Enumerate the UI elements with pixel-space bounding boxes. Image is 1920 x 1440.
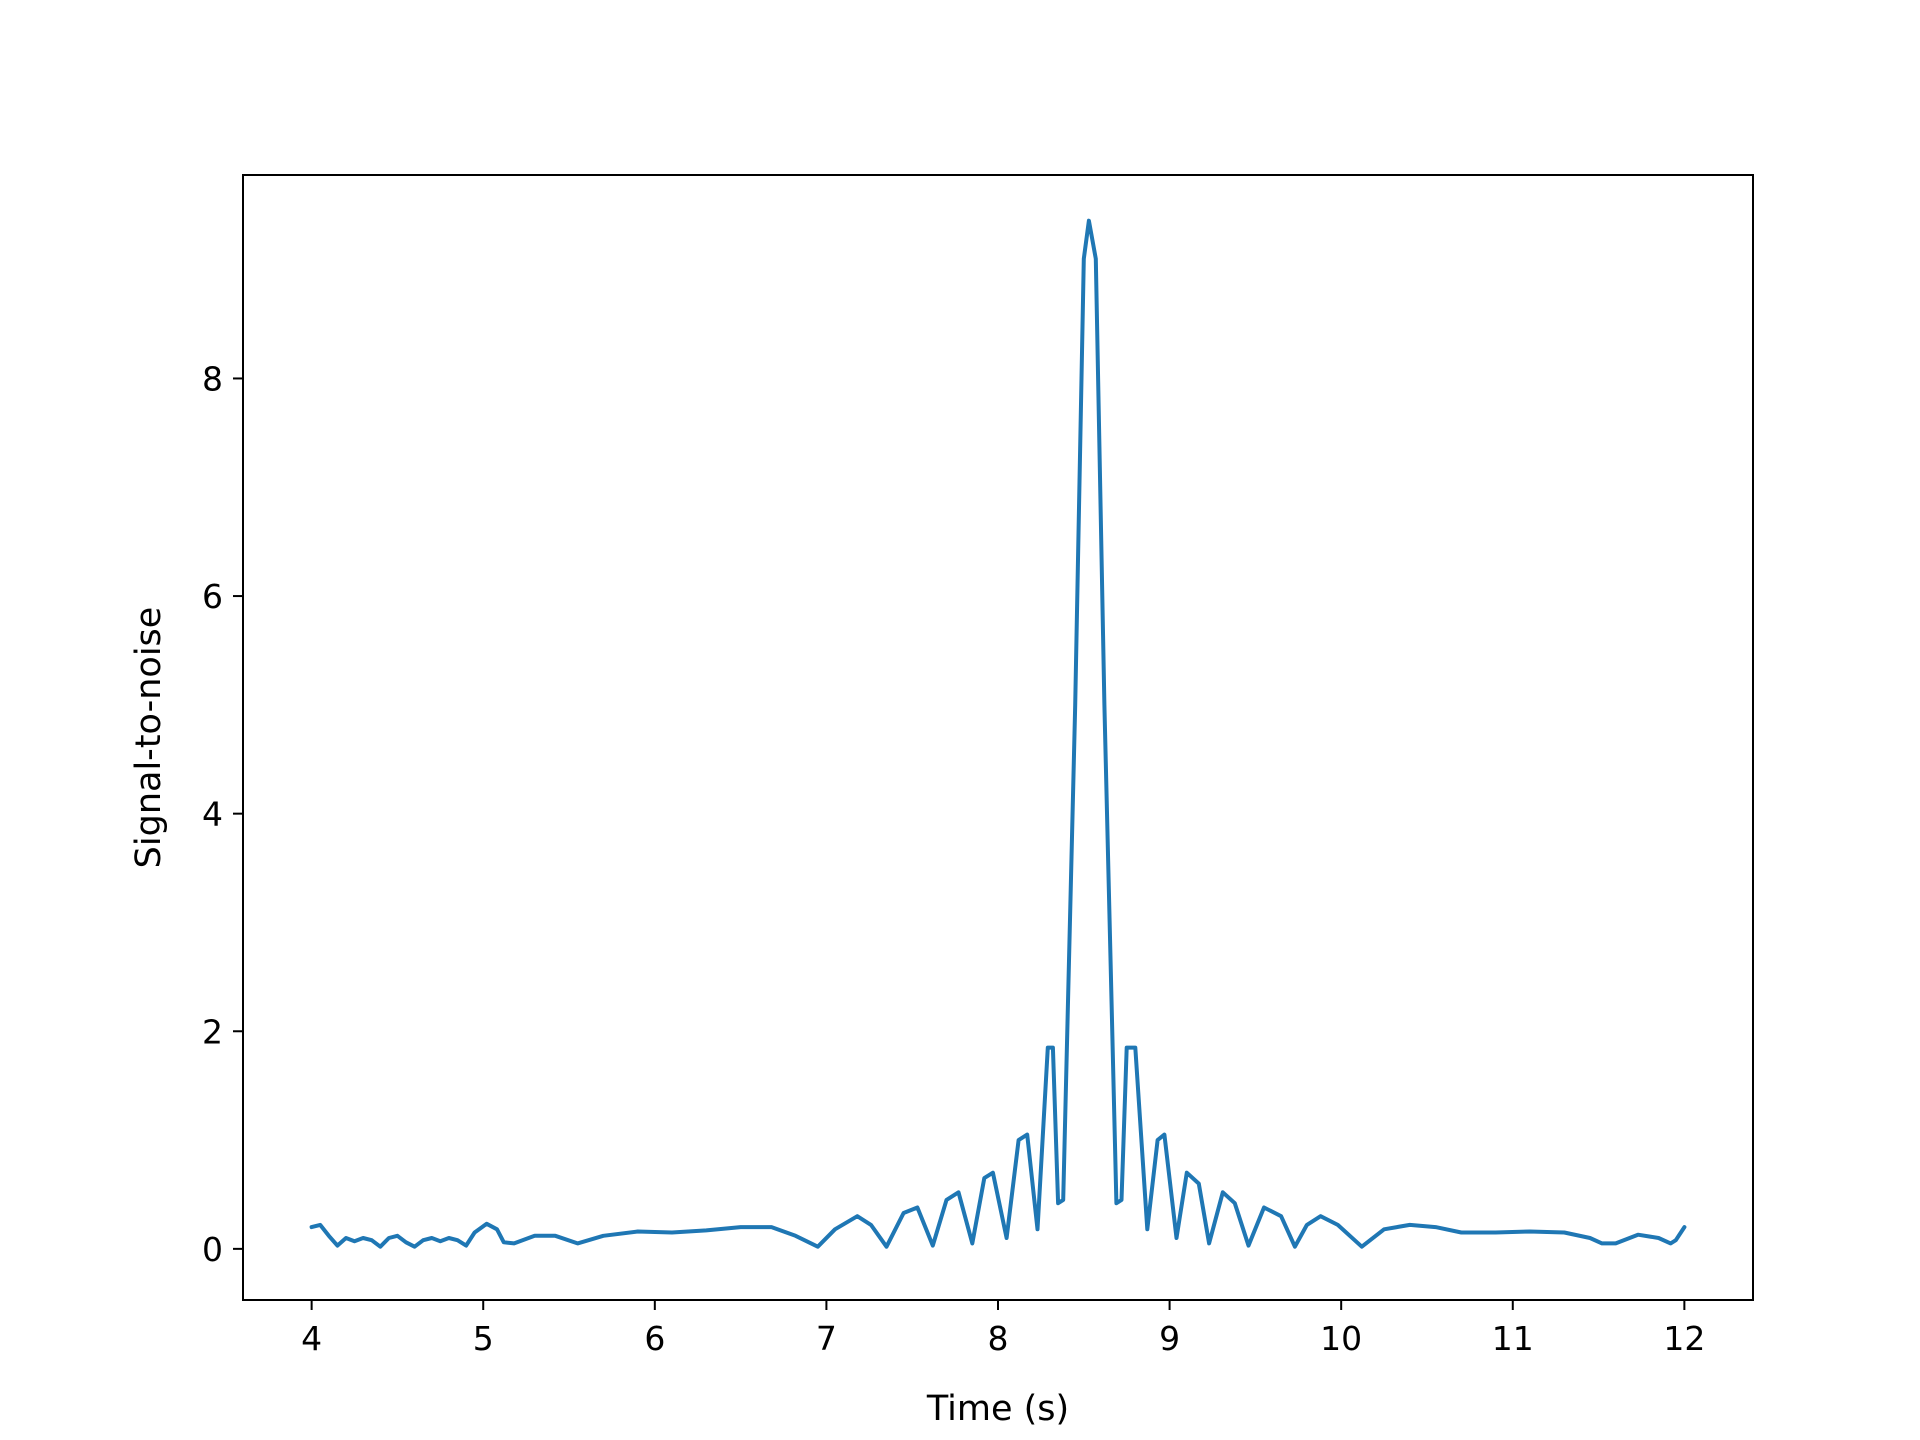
x-tick-label: 6 bbox=[644, 1319, 665, 1358]
x-axis-label: Time (s) bbox=[926, 1389, 1069, 1429]
y-tick-label: 2 bbox=[202, 1012, 223, 1051]
plot-area bbox=[242, 174, 1754, 1301]
x-tick-label: 12 bbox=[1663, 1319, 1705, 1358]
x-tick-label: 7 bbox=[816, 1319, 837, 1358]
x-tick-label: 8 bbox=[988, 1319, 1009, 1358]
x-tick-label: 10 bbox=[1320, 1319, 1362, 1358]
x-tick-label: 5 bbox=[473, 1319, 494, 1358]
x-tick-label: 4 bbox=[301, 1319, 322, 1358]
x-tick-label: 11 bbox=[1492, 1319, 1534, 1358]
x-axis: 4 5 6 7 8 9 10 11 12 bbox=[301, 1300, 1705, 1358]
plot-frame bbox=[242, 174, 1754, 1301]
series-line-0 bbox=[309, 218, 1687, 1249]
x-tick-label: 9 bbox=[1159, 1319, 1180, 1358]
y-tick-label: 4 bbox=[202, 795, 223, 834]
y-tick-label: 8 bbox=[202, 359, 223, 398]
y-axis: 0 2 4 6 8 bbox=[202, 359, 243, 1269]
y-tick-label: 0 bbox=[202, 1230, 223, 1269]
y-axis-label: Signal-to-noise bbox=[129, 607, 169, 869]
y-tick-label: 6 bbox=[202, 577, 223, 616]
